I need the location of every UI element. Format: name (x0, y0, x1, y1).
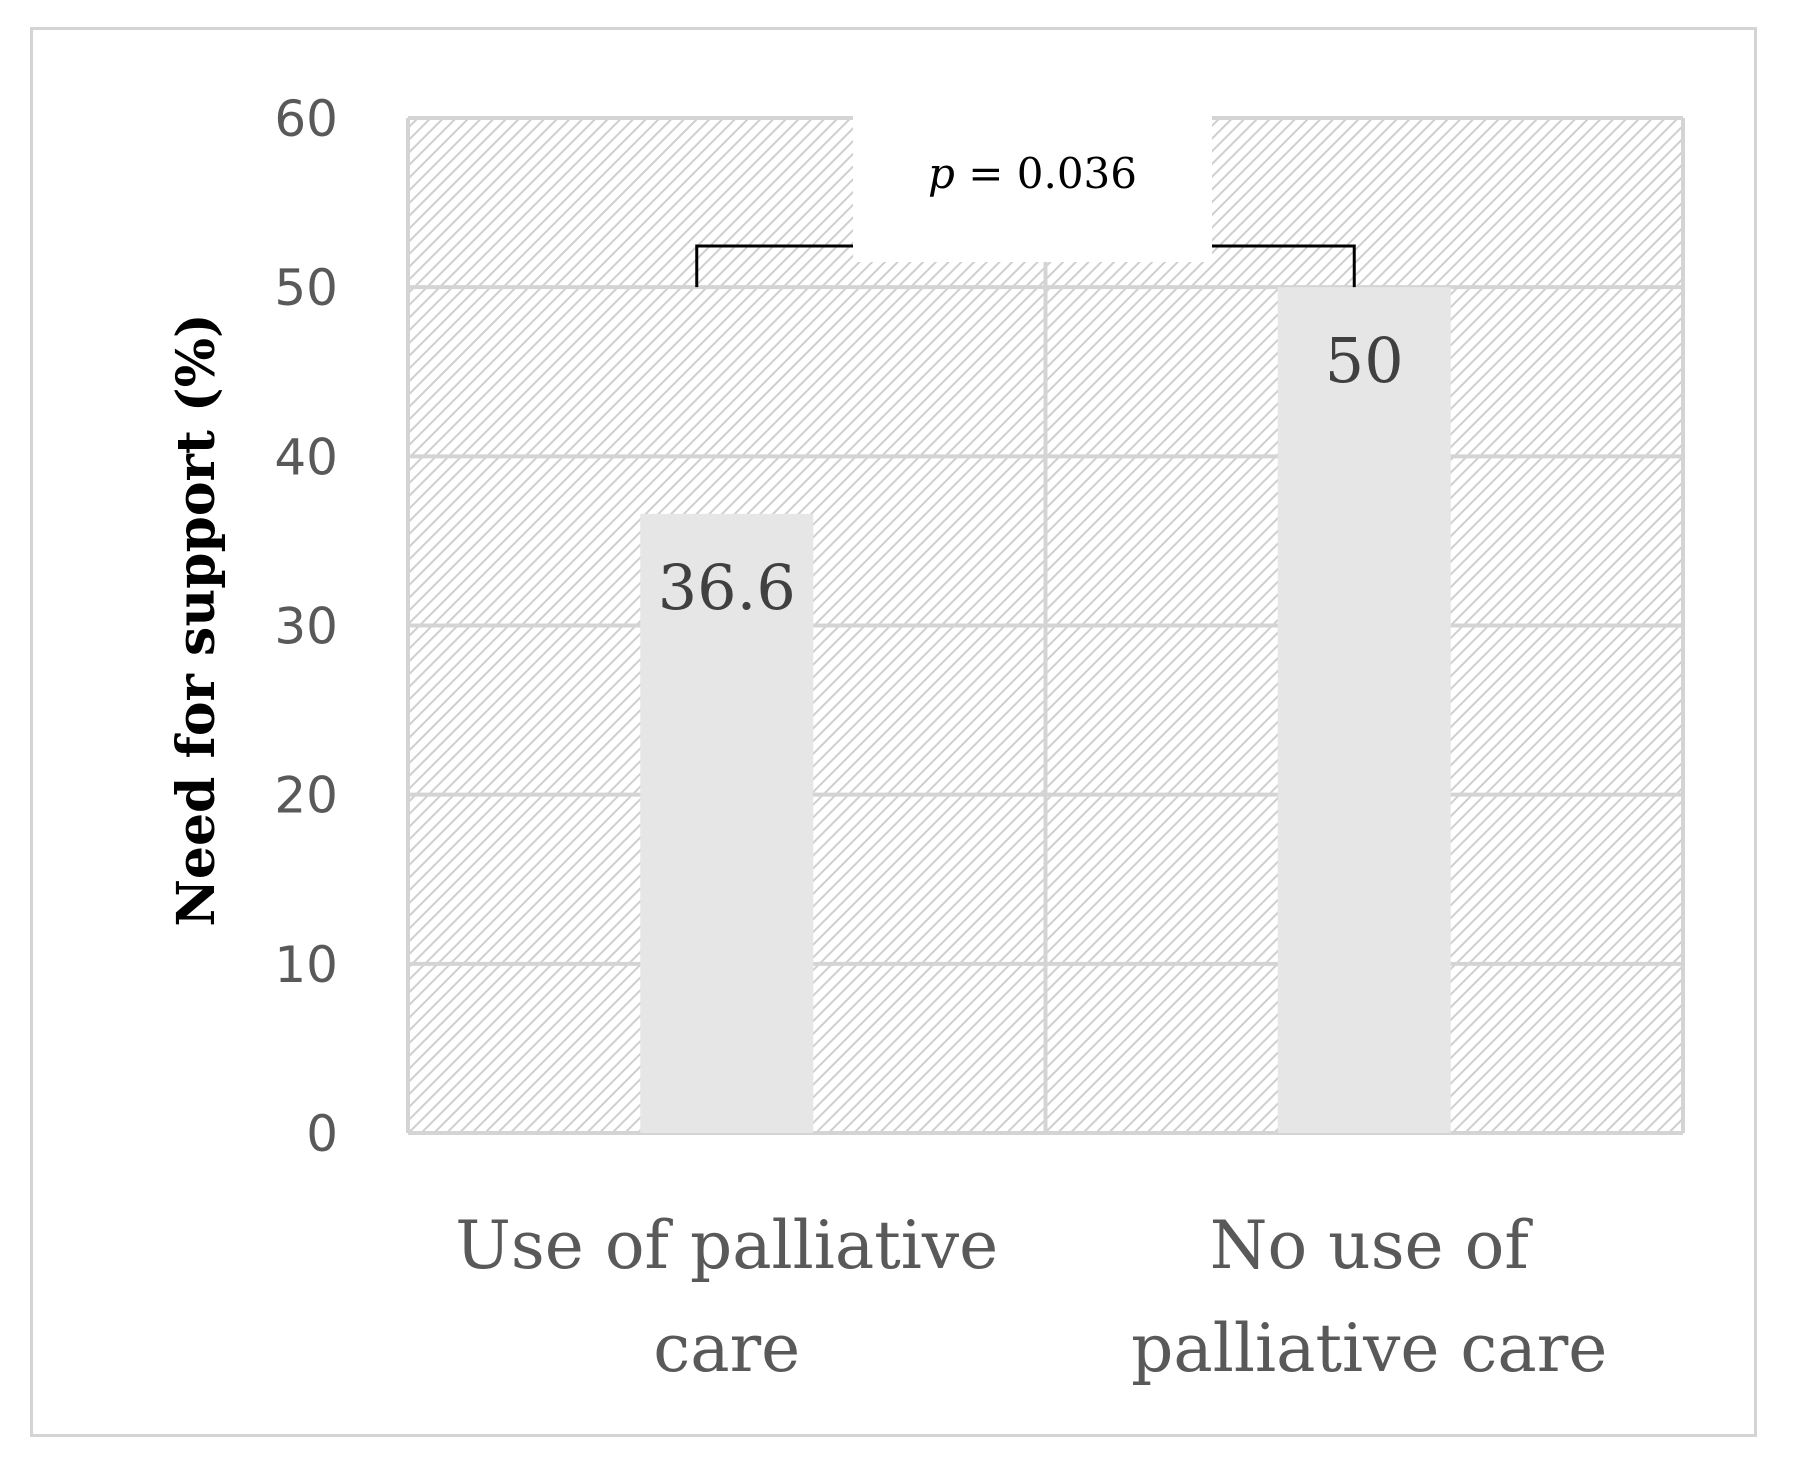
y-axis-label: Need for support (%) (166, 313, 227, 926)
pvalue-box (853, 100, 1212, 262)
pvalue-label: p = 0.036 (928, 149, 1137, 198)
bars: 36.6 50 (640, 287, 1451, 1134)
y-tick-30: 30 (274, 598, 338, 656)
category-labels: Use of palliative care No use of palliative… (455, 1207, 1607, 1387)
category-label-1-line-0: No use of (1210, 1207, 1534, 1284)
significance-annotation: p = 0.036 (695, 100, 1356, 288)
bar-1 (1277, 287, 1451, 1134)
bar-0 (640, 513, 814, 1133)
bracket-right (1212, 244, 1356, 288)
y-tick-50: 50 (274, 259, 338, 317)
y-tick-40: 40 (274, 428, 338, 486)
y-tick-labels: 0 10 20 30 40 50 60 (274, 90, 338, 1163)
category-label-0-line-1: care (653, 1310, 800, 1387)
y-tick-0: 0 (306, 1105, 338, 1163)
y-tick-60: 60 (274, 90, 338, 148)
y-tick-20: 20 (274, 767, 338, 825)
y-tick-10: 10 (274, 936, 338, 994)
data-label-0: 36.6 (658, 551, 796, 624)
bracket-left (695, 244, 853, 288)
category-label-1-line-1: palliative care (1131, 1310, 1607, 1387)
data-label-1: 50 (1325, 324, 1404, 397)
category-label-0-line-0: Use of palliative (455, 1207, 998, 1284)
